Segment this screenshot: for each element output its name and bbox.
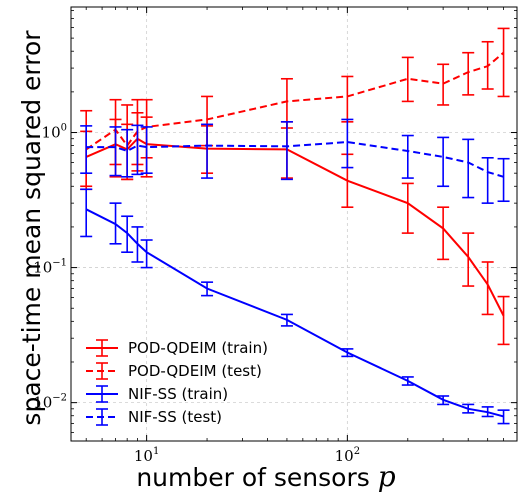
y-tick-label: 100 bbox=[42, 123, 67, 142]
x-tick-label-base: 10 bbox=[134, 447, 153, 465]
error-bar bbox=[201, 281, 214, 297]
x-tick-label-base: 10 bbox=[335, 447, 354, 465]
legend-entry: NIF-SS (train) bbox=[86, 385, 228, 403]
y-tick-label-exponent: −2 bbox=[52, 393, 67, 404]
x-tick-label-exponent: 2 bbox=[354, 446, 360, 457]
error-bar bbox=[121, 128, 134, 178]
y-tick-label: 10−1 bbox=[33, 258, 67, 277]
error-bar bbox=[280, 121, 293, 181]
legend-entry: POD-QDEIM (test) bbox=[86, 362, 262, 380]
error-bar bbox=[497, 27, 510, 98]
error-bar bbox=[131, 226, 144, 263]
y-tick-label-base: 10 bbox=[33, 394, 52, 412]
legend-label: NIF-SS (train) bbox=[128, 385, 228, 403]
error-bar bbox=[437, 63, 450, 106]
ticks bbox=[71, 7, 517, 441]
plot-frame bbox=[70, 6, 518, 442]
error-bar bbox=[462, 403, 475, 414]
error-bar bbox=[481, 261, 494, 316]
error-bar bbox=[437, 206, 450, 261]
legend-label: NIF-SS (test) bbox=[128, 408, 222, 426]
error-bar bbox=[497, 157, 510, 203]
error-bar bbox=[401, 56, 414, 103]
error-bar bbox=[481, 156, 494, 204]
x-axis-title-text: number of sensors bbox=[136, 463, 369, 492]
error-bar bbox=[109, 202, 122, 245]
error-bar bbox=[401, 376, 414, 386]
y-axis-title: space-time mean squared error bbox=[17, 30, 46, 426]
x-axis-title-variable: p bbox=[378, 460, 396, 493]
x-tick-label: 102 bbox=[335, 446, 360, 465]
error-bar bbox=[462, 138, 475, 199]
x-axis-title: number of sensors p bbox=[136, 460, 395, 493]
series-layer bbox=[80, 27, 510, 425]
error-bar bbox=[401, 182, 414, 234]
y-tick-label-base: 10 bbox=[33, 259, 52, 277]
error-bar bbox=[109, 126, 122, 177]
error-bar bbox=[121, 215, 134, 253]
legend-label: POD-QDEIM (test) bbox=[128, 362, 262, 380]
y-tick-label-exponent: −1 bbox=[52, 258, 67, 269]
error-bar bbox=[437, 136, 450, 188]
x-tick-label-exponent: 1 bbox=[153, 446, 159, 457]
y-tick-label-base: 10 bbox=[42, 124, 61, 142]
error-bar bbox=[131, 124, 144, 176]
error-bar bbox=[140, 239, 153, 269]
error-bar bbox=[481, 40, 494, 90]
error-bar bbox=[280, 313, 293, 327]
legend-entry: POD-QDEIM (train) bbox=[86, 339, 268, 357]
y-tick-label: 10−2 bbox=[33, 393, 67, 412]
error-bar bbox=[201, 123, 214, 179]
error-bar bbox=[481, 406, 494, 418]
legend: POD-QDEIM (train) POD-QDEIM (test) NIF-SS … bbox=[86, 339, 268, 426]
error-bar bbox=[497, 409, 510, 425]
error-bar bbox=[462, 51, 475, 96]
error-bar bbox=[341, 118, 354, 169]
error-bar bbox=[462, 232, 475, 287]
error-bar bbox=[80, 188, 93, 238]
error-bar bbox=[341, 348, 354, 358]
series-4 bbox=[80, 118, 510, 204]
x-tick-label: 101 bbox=[134, 446, 159, 465]
legend-entry: NIF-SS (test) bbox=[86, 408, 222, 426]
error-bar bbox=[497, 295, 510, 346]
error-bar bbox=[401, 134, 414, 179]
error-bar bbox=[80, 125, 93, 174]
y-tick-label-exponent: 0 bbox=[61, 123, 67, 134]
error-bar bbox=[437, 395, 450, 406]
error-bar bbox=[140, 126, 153, 174]
series-3 bbox=[80, 188, 510, 425]
legend-label: POD-QDEIM (train) bbox=[128, 339, 268, 357]
